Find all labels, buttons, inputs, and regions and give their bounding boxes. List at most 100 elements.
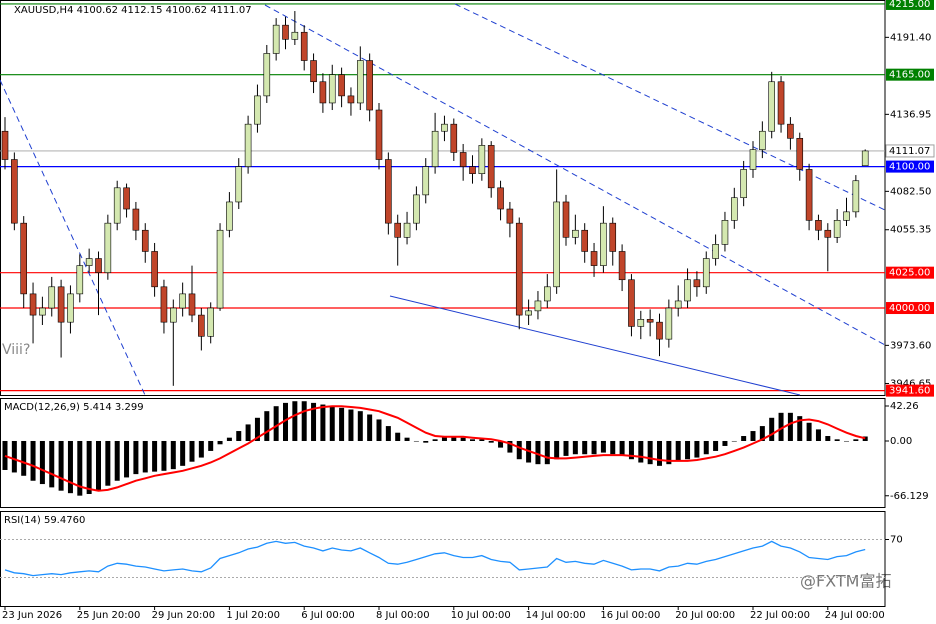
macd-bar <box>741 436 747 441</box>
candle-body <box>581 229 589 252</box>
candle-body <box>497 187 504 210</box>
trend-lines <box>0 3 886 396</box>
candle-body <box>487 145 495 189</box>
panel-title: RSI(14) 59.4760 <box>4 515 85 526</box>
macd-bar <box>572 440 578 455</box>
macd-bar <box>460 437 466 441</box>
candle-body <box>11 159 18 224</box>
macd-bar <box>413 440 419 442</box>
macd-bar <box>180 440 186 466</box>
x-tick-label: 23 Jun 2026 <box>2 610 62 621</box>
candle-body <box>600 222 607 266</box>
macd-bar <box>114 440 120 481</box>
macd-bar <box>142 440 148 473</box>
macd-bar <box>133 440 139 475</box>
macd-bar <box>451 436 457 441</box>
macd-bar <box>516 440 522 460</box>
candle-body <box>179 293 186 309</box>
candle-body <box>450 123 458 153</box>
candle-body <box>310 60 317 83</box>
macd-bar <box>544 440 550 465</box>
candle-body <box>618 251 626 281</box>
x-tick-label: 8 Jul 00:00 <box>376 610 430 621</box>
x-tick-label: 24 Jul 00:00 <box>825 610 885 621</box>
macd-bar <box>376 419 382 441</box>
candle-body <box>459 152 467 167</box>
candle-body <box>796 138 804 170</box>
level-label: 3941.60 <box>889 386 930 397</box>
candle-body <box>422 166 430 196</box>
candle-body <box>730 197 738 221</box>
y-tick-label: 4191.40 <box>890 32 931 43</box>
macd-bar <box>320 404 326 441</box>
level-label-box <box>886 160 934 173</box>
candle-body <box>170 307 177 323</box>
trend-line <box>264 4 886 346</box>
macd-bar <box>731 440 737 442</box>
macd-bar <box>488 440 494 443</box>
candle-body <box>665 307 673 340</box>
candle-body <box>300 31 308 61</box>
y-tick-label: 4082.50 <box>890 186 931 197</box>
x-tick-label: 29 Jun 20:00 <box>152 610 216 621</box>
x-tick-label: 6 Jul 00:00 <box>301 610 355 621</box>
candle-body <box>48 286 56 309</box>
x-tick-label: 1 Jul 20:00 <box>226 610 280 621</box>
candle-body <box>95 258 102 273</box>
level-label-box <box>886 68 934 81</box>
candle-body <box>104 222 112 273</box>
candle-body <box>628 279 635 327</box>
macd-bar <box>750 431 756 441</box>
macd-bar <box>301 401 307 441</box>
trend-line <box>389 295 801 396</box>
macd-bar <box>367 414 373 441</box>
candle-body <box>57 286 65 323</box>
macd-bar <box>292 401 298 441</box>
candle-body <box>272 24 280 54</box>
macd-bar <box>395 432 401 441</box>
macd-bar <box>11 440 17 473</box>
macd-bar <box>694 440 700 458</box>
macd-bar <box>245 424 251 441</box>
candle-body <box>656 321 663 340</box>
candle-body <box>824 229 832 238</box>
panel-title: MACD(12,26,9) 5.414 3.299 <box>4 402 144 413</box>
y-tick-label: 4136.95 <box>890 109 931 120</box>
candle-body <box>506 208 514 224</box>
y-tick-label: 3973.60 <box>890 340 931 351</box>
macd-bar <box>470 439 475 441</box>
candle-body <box>469 166 476 174</box>
candle-body <box>235 166 243 203</box>
watermark: @FXTM富拓 <box>800 572 891 591</box>
macd-bar <box>170 440 176 470</box>
macd-bar <box>675 440 681 461</box>
candle-body <box>553 201 560 288</box>
panel-frame <box>0 398 886 508</box>
macd-bar <box>834 439 840 441</box>
macd-bar <box>21 440 27 476</box>
macd-bar <box>189 440 195 462</box>
macd-bar <box>722 440 728 446</box>
macd-bar <box>264 411 270 441</box>
y-tick-label: 70 <box>890 535 903 546</box>
candle-body <box>188 293 196 316</box>
macd-bar <box>217 440 223 445</box>
level-label: 4165.00 <box>889 70 930 81</box>
macd-bar <box>619 440 625 456</box>
candle-body <box>543 286 551 302</box>
macd-bar <box>563 440 569 456</box>
candle-body <box>534 300 542 312</box>
candle-body <box>768 81 776 132</box>
macd-bar <box>152 440 158 472</box>
panel-frame <box>0 511 886 607</box>
panel-frame <box>0 0 886 396</box>
level-label: 4100.00 <box>889 162 930 173</box>
candle-body <box>375 109 383 160</box>
candle-body <box>328 74 336 104</box>
macd-bar <box>30 440 36 481</box>
macd-bar <box>348 409 354 441</box>
macd-bar <box>713 440 719 451</box>
level-label-box <box>886 384 934 397</box>
